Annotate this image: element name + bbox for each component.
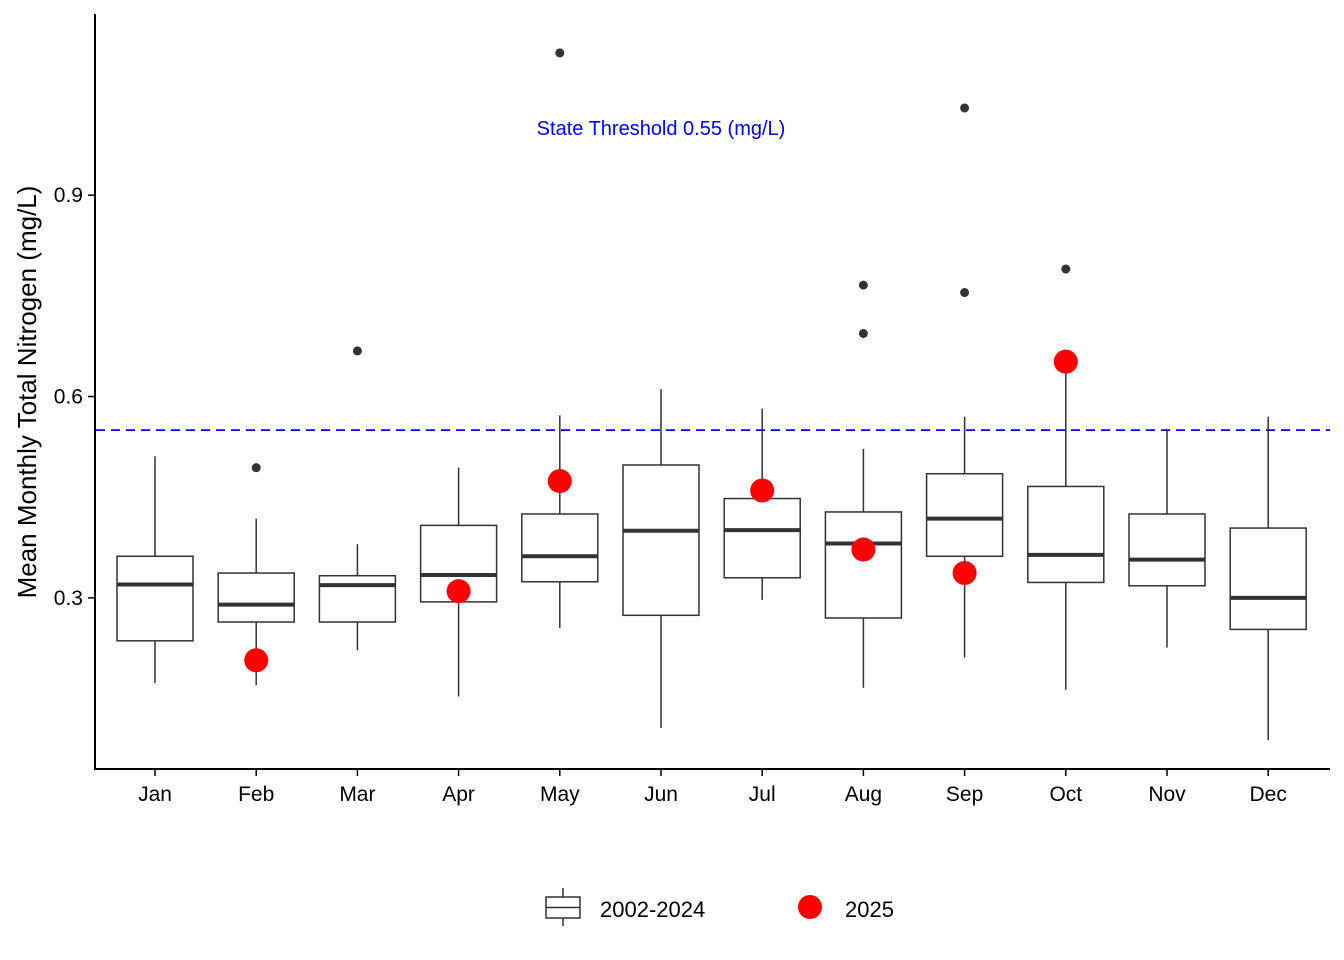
x-tick-label: Apr	[442, 783, 475, 806]
x-axis-ticks: Jan Feb Mar Apr May Jun Jul Aug Sep Oct Nov Dec	[138, 769, 1287, 806]
outlier-point	[251, 463, 261, 473]
x-tick-label: May	[540, 783, 580, 806]
box-iqr	[1229, 527, 1307, 631]
x-tick-label: Nov	[1148, 783, 1186, 806]
y-tick-label: 0.6	[54, 386, 83, 409]
x-tick-label: Feb	[238, 783, 274, 806]
outlier-point	[555, 48, 565, 58]
box-iqr	[824, 511, 903, 619]
y-tick-label: 0.3	[54, 587, 83, 610]
outlier-point	[352, 346, 362, 356]
box-aug	[824, 280, 903, 688]
box-iqr	[217, 572, 295, 623]
box-iqr	[622, 464, 700, 617]
point-2025-may	[547, 469, 572, 494]
box-nov	[1128, 428, 1206, 648]
x-tick-label: Dec	[1250, 783, 1287, 806]
legend-point-key	[798, 895, 822, 919]
point-2025-apr	[446, 579, 471, 604]
threshold-line-group: State Threshold 0.55 (mg/L)	[96, 118, 1330, 431]
box-iqr	[521, 513, 599, 583]
x-tick-label: Jan	[138, 783, 172, 806]
outlier-point	[960, 288, 970, 298]
box-oct	[1027, 264, 1105, 690]
box-iqr	[925, 472, 1004, 558]
box-iqr	[1128, 513, 1206, 587]
y-tick-label: 0.9	[54, 184, 83, 207]
x-tick-label: Mar	[339, 783, 375, 806]
legend: 2002-2024 2025	[545, 888, 894, 926]
legend-box-key	[545, 888, 581, 926]
box-may	[521, 48, 599, 629]
point-2025-aug	[851, 537, 876, 562]
box-iqr	[723, 497, 801, 579]
box-jan	[116, 456, 194, 684]
box-dec	[1229, 416, 1307, 741]
x-tick-label: Jul	[749, 783, 776, 806]
outlier-point	[1061, 264, 1071, 274]
point-2025-jul	[750, 478, 775, 503]
x-tick-label: Aug	[845, 783, 882, 806]
legend-label-2002-2024: 2002-2024	[600, 897, 705, 922]
box-jul	[723, 408, 801, 600]
boxplot-group	[116, 48, 1307, 741]
legend-label-2025: 2025	[845, 897, 894, 922]
point-2025-sep	[952, 561, 977, 586]
points-2025-group	[244, 349, 1078, 673]
outlier-point	[960, 103, 970, 113]
y-axis-title: Mean Monthly Total Nitrogen (mg/L)	[12, 186, 42, 599]
point-2025-oct	[1053, 349, 1078, 374]
x-tick-label: Jun	[644, 783, 678, 806]
point-2025-feb	[244, 648, 269, 673]
x-tick-label: Oct	[1049, 783, 1082, 806]
outlier-point	[858, 280, 868, 290]
outlier-point	[858, 328, 868, 338]
threshold-label: State Threshold 0.55 (mg/L)	[537, 118, 786, 140]
box-jun	[622, 389, 700, 729]
box-iqr	[116, 555, 194, 642]
box-feb	[217, 463, 295, 686]
y-axis-ticks: 0.3 0.6 0.9	[54, 184, 95, 610]
box-iqr	[1027, 485, 1105, 584]
x-tick-label: Sep	[946, 783, 983, 806]
box-sep	[925, 103, 1004, 658]
box-iqr	[318, 574, 397, 623]
box-mar	[318, 346, 397, 651]
